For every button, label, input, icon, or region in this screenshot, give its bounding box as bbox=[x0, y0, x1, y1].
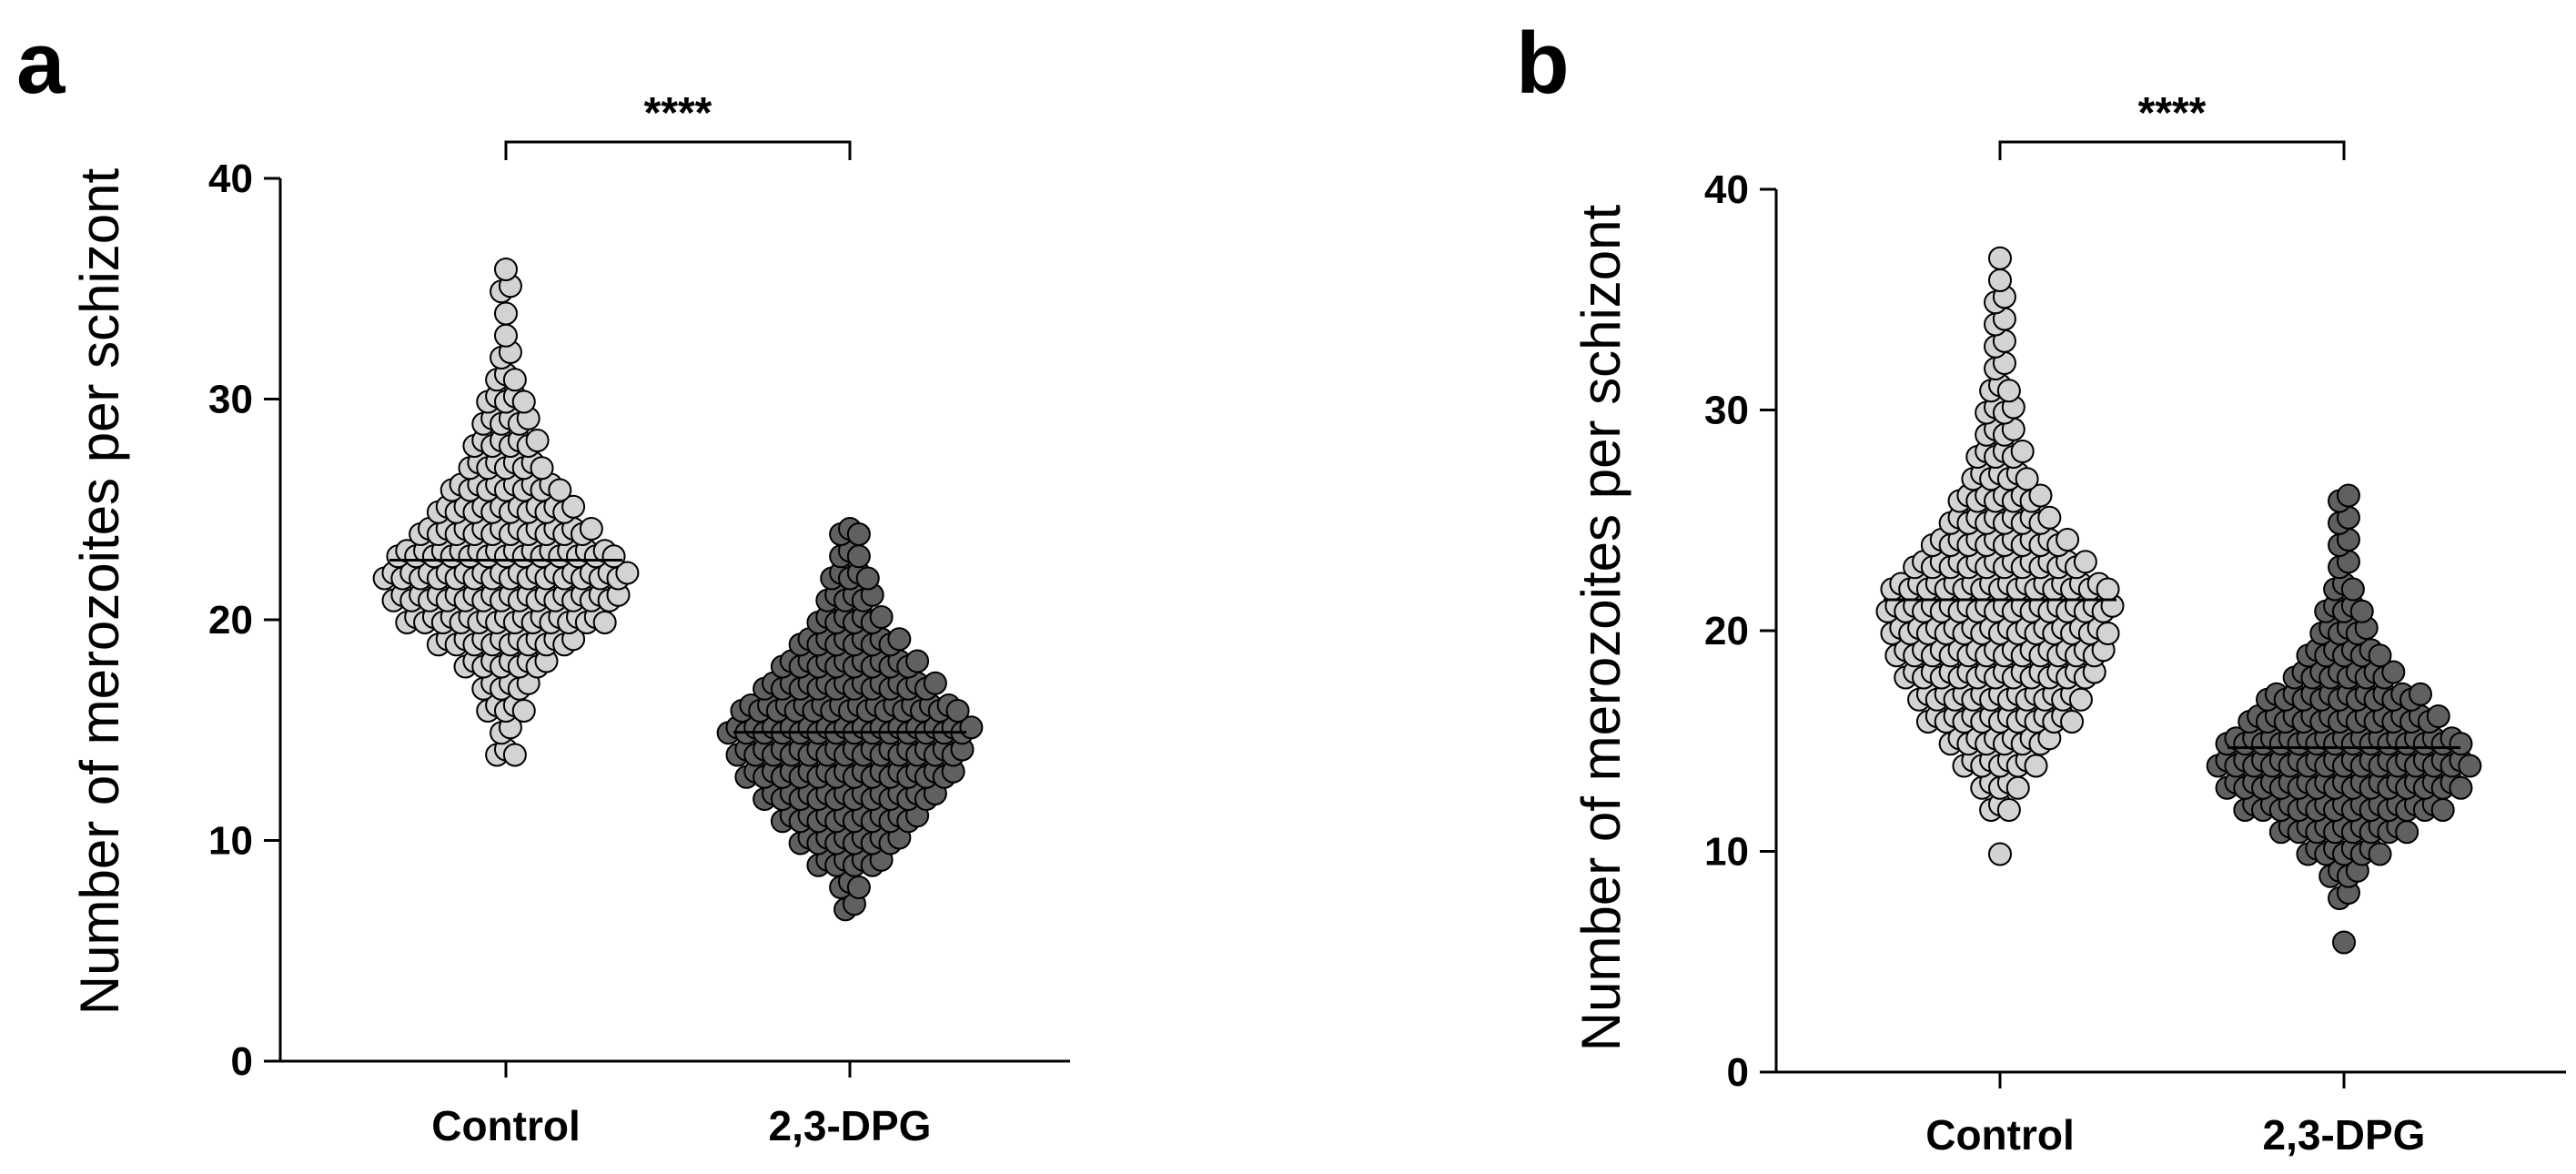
panel-a-significance-label: **** bbox=[644, 89, 712, 137]
panel-a-letter: a bbox=[16, 15, 66, 112]
panel-b-category-control: Control bbox=[1925, 1111, 2075, 1159]
data-point bbox=[1996, 798, 2021, 822]
data-point bbox=[2381, 660, 2406, 684]
data-point bbox=[525, 429, 550, 452]
panel-b-category-dpg: 2,3-DPG bbox=[2263, 1111, 2426, 1159]
data-point bbox=[2408, 682, 2432, 706]
panel-b-mean-lines bbox=[1884, 598, 2460, 750]
panel-a-mean-lines bbox=[389, 559, 966, 734]
data-point bbox=[494, 323, 518, 348]
data-point bbox=[2368, 842, 2392, 866]
data-point bbox=[502, 743, 527, 767]
panel-a-category-dpg: 2,3-DPG bbox=[769, 1102, 932, 1149]
y-tick-label: 30 bbox=[208, 378, 253, 422]
data-point bbox=[905, 649, 930, 673]
panel-a-category-control: Control bbox=[431, 1102, 581, 1149]
data-point bbox=[2332, 930, 2356, 955]
panel-a-data-points bbox=[372, 258, 984, 922]
data-point bbox=[2037, 505, 2062, 530]
data-point bbox=[846, 522, 871, 546]
data-point bbox=[1996, 379, 2021, 403]
data-point bbox=[2010, 440, 2035, 463]
panel-a-y-ticks: 0 10 20 30 40 bbox=[208, 157, 280, 1084]
data-point bbox=[601, 544, 626, 569]
data-point bbox=[846, 544, 871, 569]
data-point bbox=[2430, 798, 2455, 822]
data-point bbox=[1988, 246, 2012, 270]
data-point bbox=[548, 478, 572, 502]
y-tick-label: 20 bbox=[1704, 609, 1749, 653]
data-point bbox=[511, 699, 536, 723]
data-point bbox=[1988, 842, 2012, 866]
data-point bbox=[2028, 483, 2053, 508]
data-point bbox=[502, 368, 527, 392]
panel-b-letter: b bbox=[1516, 15, 1570, 112]
data-point bbox=[2340, 577, 2365, 602]
panel-a-y-axis-title: Number of merozoites per schizont bbox=[69, 167, 130, 1015]
y-tick-label: 0 bbox=[231, 1039, 253, 1084]
data-point bbox=[2015, 467, 2039, 491]
data-point bbox=[2073, 550, 2097, 574]
y-tick-label: 30 bbox=[1704, 389, 1749, 433]
data-point bbox=[2449, 732, 2473, 756]
data-point bbox=[561, 494, 586, 519]
data-point bbox=[2336, 483, 2360, 508]
data-point bbox=[2395, 820, 2419, 845]
y-tick-label: 20 bbox=[208, 598, 253, 643]
panel-b-y-axis-title: Number of merozoites per schizont bbox=[1571, 204, 1631, 1051]
data-point bbox=[869, 605, 894, 629]
data-point bbox=[530, 456, 554, 481]
y-tick-label: 40 bbox=[208, 157, 253, 201]
data-point bbox=[592, 611, 617, 634]
data-point bbox=[855, 566, 880, 591]
panel-b-significance-bracket bbox=[1998, 140, 2346, 160]
data-point bbox=[494, 301, 518, 326]
data-point bbox=[2096, 577, 2120, 602]
data-point bbox=[2005, 775, 2030, 800]
data-point bbox=[2426, 704, 2450, 728]
data-point bbox=[2068, 687, 2093, 712]
data-point bbox=[846, 875, 871, 899]
data-point bbox=[579, 517, 603, 541]
data-point bbox=[1988, 268, 2012, 292]
panel-b-y-ticks: 0 10 20 30 40 bbox=[1704, 167, 1776, 1095]
data-point bbox=[511, 390, 536, 414]
panel-a: a Number of merozoites per schizont 0 10 2… bbox=[16, 15, 1070, 1149]
data-point bbox=[887, 627, 912, 652]
y-tick-label: 10 bbox=[208, 819, 253, 864]
y-tick-label: 40 bbox=[1704, 167, 1749, 212]
y-tick-label: 0 bbox=[1727, 1050, 1749, 1095]
panel-b: b Number of merozoites per schizont 0 10 2… bbox=[1516, 15, 2566, 1159]
data-point bbox=[2024, 754, 2048, 778]
panel-a-significance-bracket bbox=[504, 140, 852, 160]
panel-b-significance-label: **** bbox=[2138, 89, 2207, 137]
data-point bbox=[2349, 599, 2374, 623]
data-point bbox=[2056, 528, 2080, 552]
data-point bbox=[2060, 710, 2085, 734]
y-tick-label: 10 bbox=[1704, 830, 1749, 875]
data-point bbox=[494, 258, 518, 281]
data-point bbox=[2449, 775, 2473, 800]
panel-b-data-points bbox=[1875, 246, 2482, 955]
data-point bbox=[615, 561, 640, 585]
data-point bbox=[2458, 754, 2482, 778]
data-point bbox=[2096, 622, 2120, 645]
data-point bbox=[2368, 643, 2392, 668]
data-point bbox=[923, 671, 947, 695]
data-point bbox=[945, 699, 970, 723]
